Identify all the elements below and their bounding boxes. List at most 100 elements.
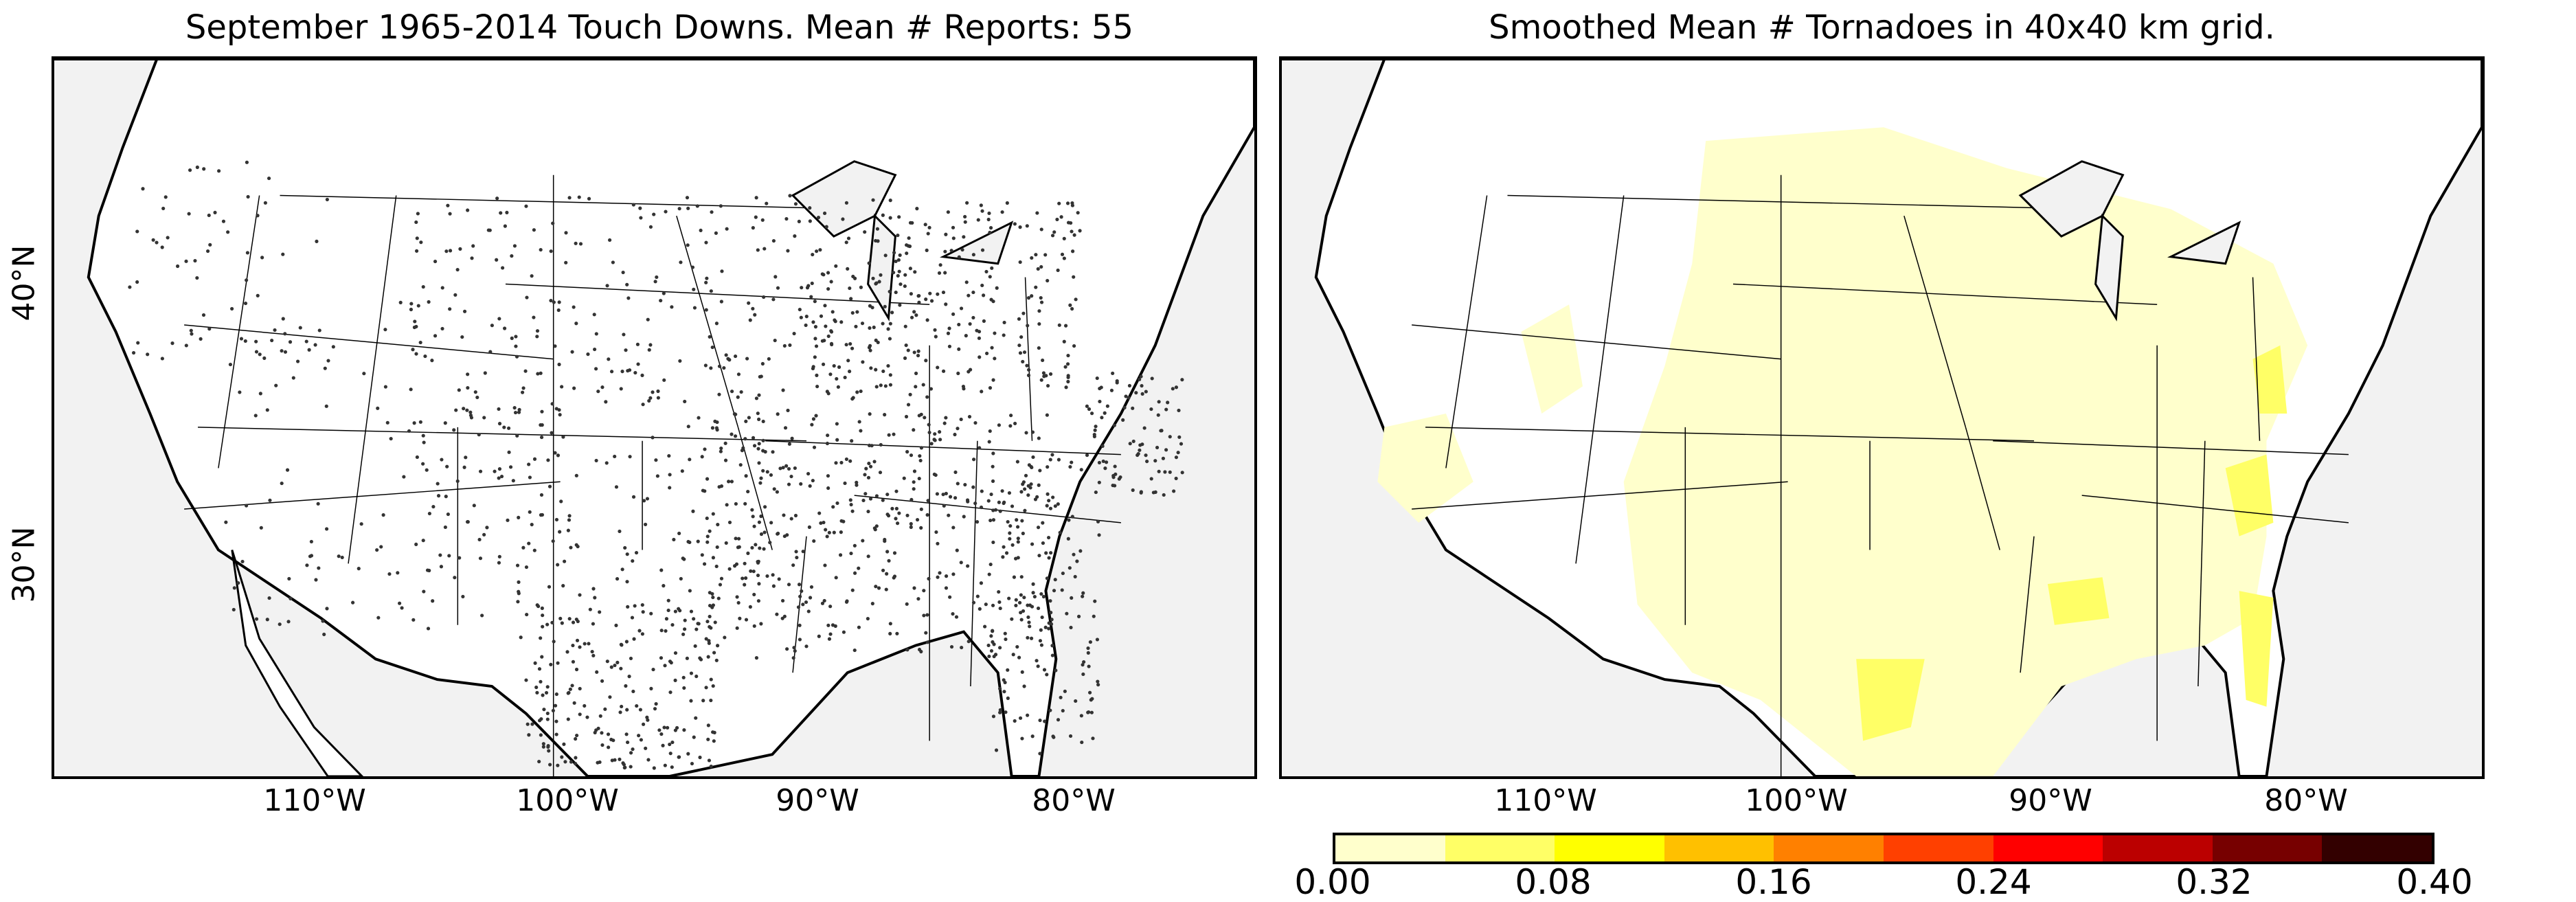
- report-dot: [1180, 471, 1184, 475]
- report-dot: [947, 326, 951, 330]
- report-dot: [925, 512, 929, 517]
- report-dot: [495, 196, 499, 201]
- report-dot: [1177, 408, 1181, 413]
- report-dot: [316, 501, 320, 506]
- report-dot: [1018, 225, 1022, 229]
- report-dot: [938, 263, 942, 267]
- report-dot: [635, 704, 639, 708]
- report-dot: [916, 597, 920, 601]
- report-dot: [923, 416, 927, 420]
- report-dot: [1039, 264, 1043, 269]
- report-dot: [558, 530, 562, 534]
- report-dot: [675, 725, 679, 730]
- report-dot: [1180, 378, 1184, 382]
- report-dot: [605, 284, 609, 288]
- report-dot: [929, 299, 934, 303]
- report-dot: [960, 247, 964, 252]
- report-dot: [956, 482, 960, 486]
- report-dot: [926, 499, 930, 503]
- report-dot: [1002, 690, 1006, 694]
- report-dot: [604, 400, 608, 404]
- report-dot: [619, 387, 623, 391]
- report-dot: [762, 505, 767, 509]
- report-dot: [824, 225, 828, 229]
- report-dot: [938, 571, 942, 575]
- report-dot: [595, 670, 599, 674]
- report-dot: [716, 523, 720, 527]
- report-dot: [677, 207, 681, 211]
- report-dot: [1034, 285, 1038, 289]
- report-dot: [1001, 555, 1005, 559]
- report-dot: [614, 623, 618, 627]
- report-dot: [759, 622, 763, 626]
- report-dot: [903, 356, 907, 360]
- report-dot: [527, 733, 531, 737]
- report-dot: [700, 553, 704, 557]
- report-dot: [984, 602, 988, 607]
- report-dot: [1046, 535, 1051, 540]
- report-dot: [609, 370, 614, 374]
- report-dot: [304, 339, 308, 343]
- report-dot: [260, 256, 264, 260]
- report-dot: [624, 732, 629, 736]
- report-dot: [685, 656, 689, 660]
- report-dot: [615, 660, 620, 664]
- report-dot: [631, 203, 635, 207]
- report-dot: [691, 509, 695, 513]
- report-dot: [473, 390, 477, 394]
- report-dot: [718, 583, 723, 587]
- report-dot: [238, 390, 242, 394]
- report-dot: [317, 566, 321, 570]
- report-dot: [1142, 426, 1146, 430]
- report-dot: [537, 759, 541, 764]
- report-dot: [908, 221, 913, 225]
- report-dot: [881, 498, 885, 502]
- report-dot: [631, 495, 636, 499]
- report-dot: [885, 550, 890, 554]
- report-dot: [717, 392, 721, 396]
- report-dot: [1171, 387, 1175, 391]
- report-dot: [943, 249, 947, 253]
- report-dot: [499, 211, 503, 215]
- report-dot: [1088, 640, 1092, 644]
- report-dot: [166, 236, 170, 240]
- report-dot: [848, 341, 852, 346]
- report-dot: [793, 513, 798, 518]
- report-dot: [927, 430, 931, 435]
- report-dot: [607, 357, 611, 361]
- report-dot: [1076, 614, 1081, 618]
- report-dot: [309, 539, 313, 543]
- report-dot: [425, 468, 429, 472]
- report-dot: [1041, 541, 1045, 545]
- report-dot: [792, 331, 796, 336]
- report-dot: [871, 198, 875, 202]
- report-dot: [757, 461, 761, 465]
- report-dot: [402, 475, 406, 479]
- report-dot: [540, 423, 544, 427]
- report-dot: [1078, 549, 1083, 553]
- report-dot: [708, 614, 712, 619]
- report-dot: [637, 629, 642, 633]
- report-dot: [258, 392, 262, 396]
- report-dot: [743, 501, 747, 506]
- report-dot: [953, 432, 957, 437]
- report-dot: [876, 239, 880, 243]
- report-dot: [594, 458, 598, 463]
- report-dot: [827, 637, 832, 641]
- report-dot: [427, 568, 431, 573]
- report-dot: [1002, 500, 1006, 504]
- report-dot: [936, 292, 940, 296]
- report-dot: [878, 471, 883, 475]
- report-dot: [872, 460, 877, 464]
- report-dot: [814, 344, 819, 348]
- report-dot: [905, 602, 909, 606]
- report-dot: [951, 236, 956, 240]
- report-dot: [163, 195, 168, 199]
- report-dot: [1144, 453, 1148, 458]
- report-dot: [874, 282, 878, 286]
- report-dot: [633, 604, 637, 608]
- report-dot: [924, 631, 928, 635]
- report-dot: [859, 429, 863, 433]
- report-dot: [686, 243, 690, 247]
- report-dot: [839, 320, 844, 324]
